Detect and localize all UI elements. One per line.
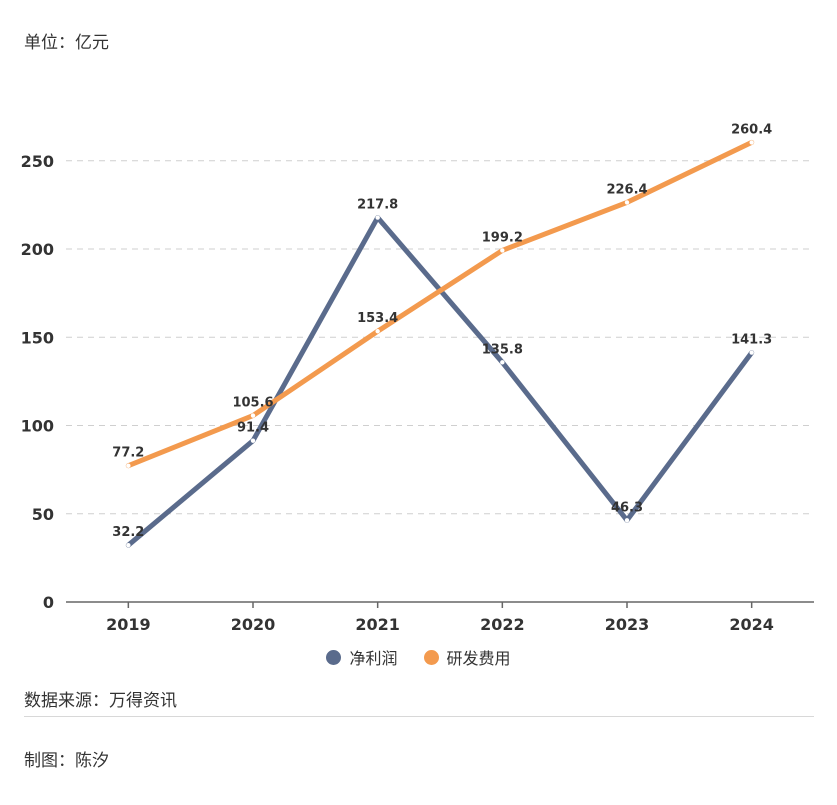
y-tick-label-50: 50 (32, 505, 54, 524)
series-0-point-2 (375, 215, 380, 220)
series-1-point-4 (624, 200, 630, 205)
legend-swatch-net-profit (326, 649, 342, 665)
series-0-point-1 (250, 438, 256, 443)
series-1-data-label-0: 77.2 (112, 446, 144, 461)
y-tick-label-150: 150 (21, 328, 54, 347)
x-tick-label-2024: 2024 (729, 615, 774, 634)
series-0-point-3 (500, 360, 505, 365)
x-tick-label-2023: 2023 (605, 615, 650, 634)
series-1-data-label-4: 226.4 (606, 182, 647, 197)
legend-item-rd-expense[interactable]: 研发费用 (423, 645, 511, 669)
series-1-point-2 (375, 329, 380, 334)
series-1-point-1 (250, 413, 256, 418)
divider (24, 716, 814, 717)
legend-label-rd-expense: 研发费用 (446, 649, 511, 668)
legend-label-net-profit: 净利润 (349, 649, 398, 668)
series-1-data-label-3: 199.2 (482, 230, 523, 245)
x-tick-label-2022: 2022 (480, 615, 525, 634)
series-line-0 (125, 215, 755, 548)
x-tick-label-2020: 2020 (231, 615, 276, 634)
series-0-point-4 (624, 518, 630, 523)
line-chart: 0 50 100 150 200 250 2019 2020 2021 2022 2023 2024 3… (21, 122, 814, 634)
series-0-data-label-4: 46.3 (611, 500, 643, 515)
legend-swatch-rd-expense (423, 649, 439, 665)
series-1-point-0 (126, 463, 131, 468)
series-0-point-5 (749, 350, 754, 355)
legend: 净利润 研发费用 (0, 645, 837, 669)
x-tick-label-2021: 2021 (355, 615, 400, 634)
series-0-data-label-3: 135.8 (482, 342, 523, 357)
y-tick-label-200: 200 (21, 240, 54, 259)
data-source: 数据来源：万得资讯 (24, 691, 177, 711)
series-0-data-label-0: 32.2 (112, 525, 144, 540)
series-0-point-0 (126, 542, 131, 548)
series-1-point-3 (500, 248, 505, 253)
y-tick-label-0: 0 (43, 593, 54, 612)
author-credit: 制图：陈汐 (24, 751, 109, 771)
legend-item-net-profit[interactable]: 净利润 (326, 645, 398, 669)
series-0-data-label-5: 141.3 (731, 333, 772, 348)
y-tick-label-100: 100 (21, 417, 54, 436)
x-tick-label-2019: 2019 (106, 615, 151, 634)
y-tick-label-250: 250 (21, 152, 54, 171)
series-line-1 (125, 139, 755, 469)
series-0-data-label-2: 217.8 (357, 198, 398, 213)
unit-label: 单位：亿元 (24, 33, 109, 53)
series-0-data-label-1: 91.4 (237, 421, 269, 436)
series-1-data-label-2: 153.4 (357, 311, 398, 326)
series-1-data-label-5: 260.4 (731, 122, 772, 137)
series-1-data-label-1: 105.6 (232, 396, 273, 411)
series-1-point-5 (749, 140, 754, 145)
